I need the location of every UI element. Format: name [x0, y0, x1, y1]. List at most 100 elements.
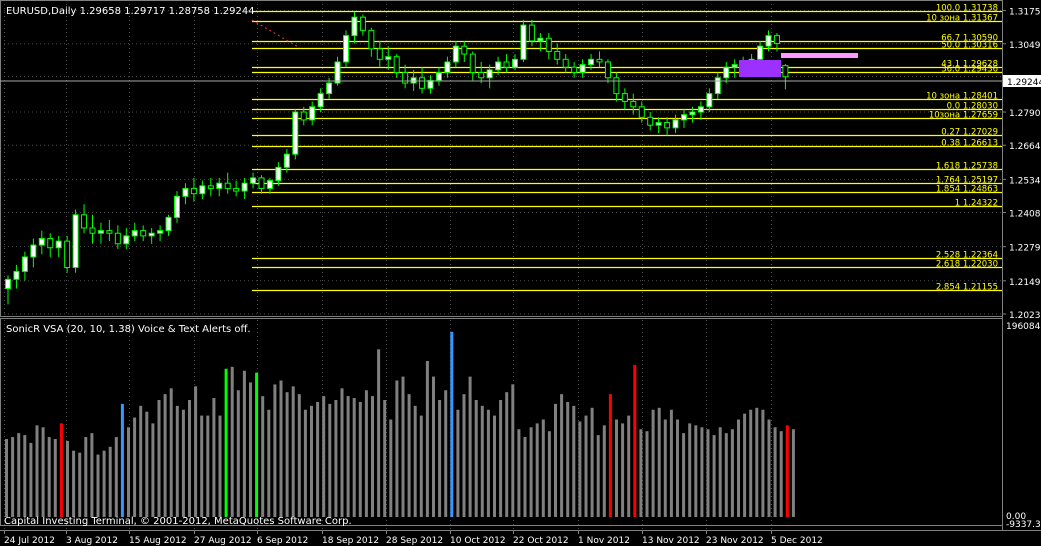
candle-body [140, 230, 147, 237]
rectangle-object[interactable] [739, 60, 781, 77]
volume-bar [261, 396, 265, 517]
volume-bar [66, 440, 69, 517]
candle-body [621, 93, 628, 102]
candle-body [351, 16, 358, 37]
candle-body [359, 16, 366, 31]
volume-bar [169, 388, 173, 517]
candle-body [13, 270, 20, 280]
price-axis: 1.31750 1.30490 1.27900 1.26640 1.25345 1.240… [1002, 8, 1041, 321]
volume-bar [108, 446, 112, 517]
volume-bar [474, 400, 478, 517]
volume-bar [535, 423, 539, 517]
fibo-level-label: 43.1 1.29628 [941, 60, 998, 70]
candle-body [571, 66, 578, 74]
candle-body [638, 106, 645, 118]
volume-bar [615, 419, 618, 517]
candle-body [613, 77, 620, 95]
candle-body [38, 238, 45, 246]
candle-body [782, 65, 789, 78]
date-axis-label: 6 Sep 2012 [257, 536, 308, 546]
candle-body [579, 64, 586, 74]
date-axis-label: 10 Oct 2012 [450, 536, 506, 546]
date-axis-label: 23 Nov 2012 [706, 536, 764, 546]
volume-bar [53, 439, 57, 517]
volume-bar [755, 407, 759, 517]
volume-bar [761, 409, 765, 517]
volume-bar [90, 433, 94, 517]
candle-body [452, 45, 459, 63]
candle-body [47, 238, 54, 249]
candle-body [216, 182, 223, 189]
candle-body [664, 122, 671, 129]
volume-bar [163, 394, 167, 517]
volume-bar [389, 419, 393, 517]
date-axis-label: 1 Nov 2012 [578, 536, 630, 546]
fibo-level-label: 100.0 1.31738 [936, 4, 998, 14]
volume-bar [633, 364, 637, 517]
price-axis-label: 1.31750 [1009, 8, 1041, 18]
indicator-bottom-label: -9337.35 [1006, 520, 1041, 530]
volume-bar [602, 425, 606, 517]
candle-body [773, 35, 780, 45]
fibo-level-label: 1 1.24322 [955, 199, 998, 209]
volume-bar [377, 349, 381, 517]
fibo-level-label: 50.0 1.30316 [941, 41, 998, 51]
volume-bar [273, 384, 277, 517]
volume-bar [114, 437, 118, 517]
volume-bar [425, 361, 429, 517]
fibo-level-label: 0.27 1.27029 [941, 128, 998, 138]
rectangle-object-2[interactable] [781, 53, 858, 58]
volume-bar [493, 415, 496, 517]
volume-bar [139, 405, 143, 517]
trend-line[interactable] [251, 19, 301, 49]
candle-body [630, 100, 637, 108]
volume-bar [328, 403, 332, 517]
volume-bar [505, 392, 509, 517]
volume-histogram [5, 331, 795, 517]
candle-body [444, 61, 451, 74]
volume-bar [352, 398, 356, 517]
volume-bar [669, 409, 673, 517]
volume-bar [499, 400, 503, 517]
volume-bar [194, 386, 198, 517]
volume-bar [779, 431, 783, 517]
candle-body [292, 111, 299, 155]
volume-bar [383, 400, 387, 517]
volume-bar [419, 415, 423, 517]
candle-body [241, 182, 248, 192]
candle-body [89, 227, 96, 234]
volume-bar [663, 419, 667, 517]
volume-bar [480, 405, 484, 517]
fibo-level-label: 2.854 1.21155 [936, 283, 998, 293]
volume-bar [584, 415, 588, 517]
candle-body [266, 180, 273, 189]
volume-bar [334, 400, 338, 517]
volume-bar [517, 429, 521, 517]
candle-body [30, 244, 37, 258]
volume-bar [242, 370, 246, 517]
date-axis-label: 18 Sep 2012 [322, 536, 379, 546]
indicator-max-label: 196084. [1006, 322, 1041, 332]
candle-body [72, 214, 79, 268]
price-axis-label: 1.26640 [1009, 142, 1041, 152]
volume-bar [743, 413, 747, 517]
price-axis-label: 1.24085 [1009, 210, 1041, 220]
date-axis-label: 5 Dec 2012 [771, 536, 823, 546]
price-axis-label: 1.25345 [1009, 176, 1041, 186]
volume-bar [35, 425, 39, 517]
candle-body [461, 45, 468, 55]
volume-bar [206, 415, 210, 517]
volume-bar [17, 433, 21, 517]
volume-bar [303, 409, 307, 517]
current-price-label: 1.29244 [1007, 78, 1041, 88]
date-axis: 24 Jul 2012 3 Aug 2012 15 Aug 2012 27 Aug 2… [4, 530, 823, 546]
volume-bar [694, 425, 698, 517]
price-axis-label: 1.27900 [1009, 109, 1041, 119]
candle-body [182, 187, 189, 197]
volume-bar [590, 407, 594, 517]
fibo-level-label: 1.764 1.25197 [936, 176, 998, 186]
candle-body [55, 240, 62, 249]
